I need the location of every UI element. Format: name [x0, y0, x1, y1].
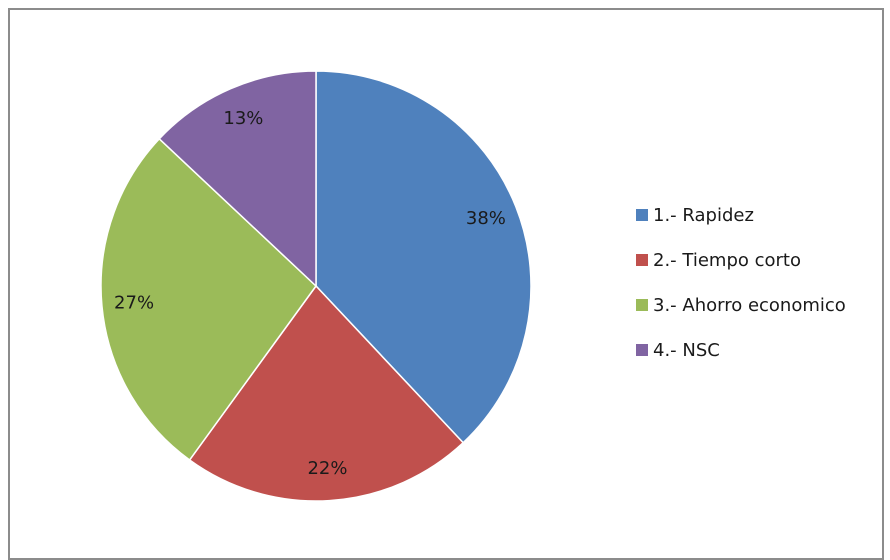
legend-swatch-rapidez: [636, 209, 648, 221]
legend-label-ahorro-economico: 3.- Ahorro economico: [653, 294, 846, 316]
pie-slice-rapidez: [315, 70, 532, 444]
legend-item-tiempo-corto: 2.- Tiempo corto: [636, 249, 846, 271]
legend-swatch-tiempo-corto: [636, 254, 648, 266]
pie-slice-nsc: [158, 70, 317, 288]
slice-value-label-nsc: 13%: [223, 108, 263, 129]
pie-slices: [100, 70, 532, 502]
legend-item-rapidez: 1.- Rapidez: [636, 204, 846, 226]
legend-label-rapidez: 1.- Rapidez: [653, 204, 754, 226]
legend-item-ahorro-economico: 3.- Ahorro economico: [636, 294, 846, 316]
legend-item-nsc: 4.- NSC: [636, 339, 846, 361]
legend: 1.- Rapidez 2.- Tiempo corto 3.- Ahorro …: [636, 204, 846, 384]
slice-value-label-ahorro-economico: 27%: [114, 293, 154, 314]
slice-value-label-tiempo-corto: 22%: [307, 458, 347, 479]
slice-value-label-rapidez: 38%: [466, 208, 506, 229]
legend-swatch-ahorro-economico: [636, 299, 648, 311]
pie-value-labels: 38% 22% 27% 13%: [114, 108, 506, 479]
pie-slice-ahorro-economico: [100, 137, 317, 461]
legend-label-nsc: 4.- NSC: [653, 339, 720, 361]
legend-swatch-nsc: [636, 344, 648, 356]
legend-label-tiempo-corto: 2.- Tiempo corto: [653, 249, 801, 271]
pie-slice-tiempo-corto: [188, 284, 465, 502]
